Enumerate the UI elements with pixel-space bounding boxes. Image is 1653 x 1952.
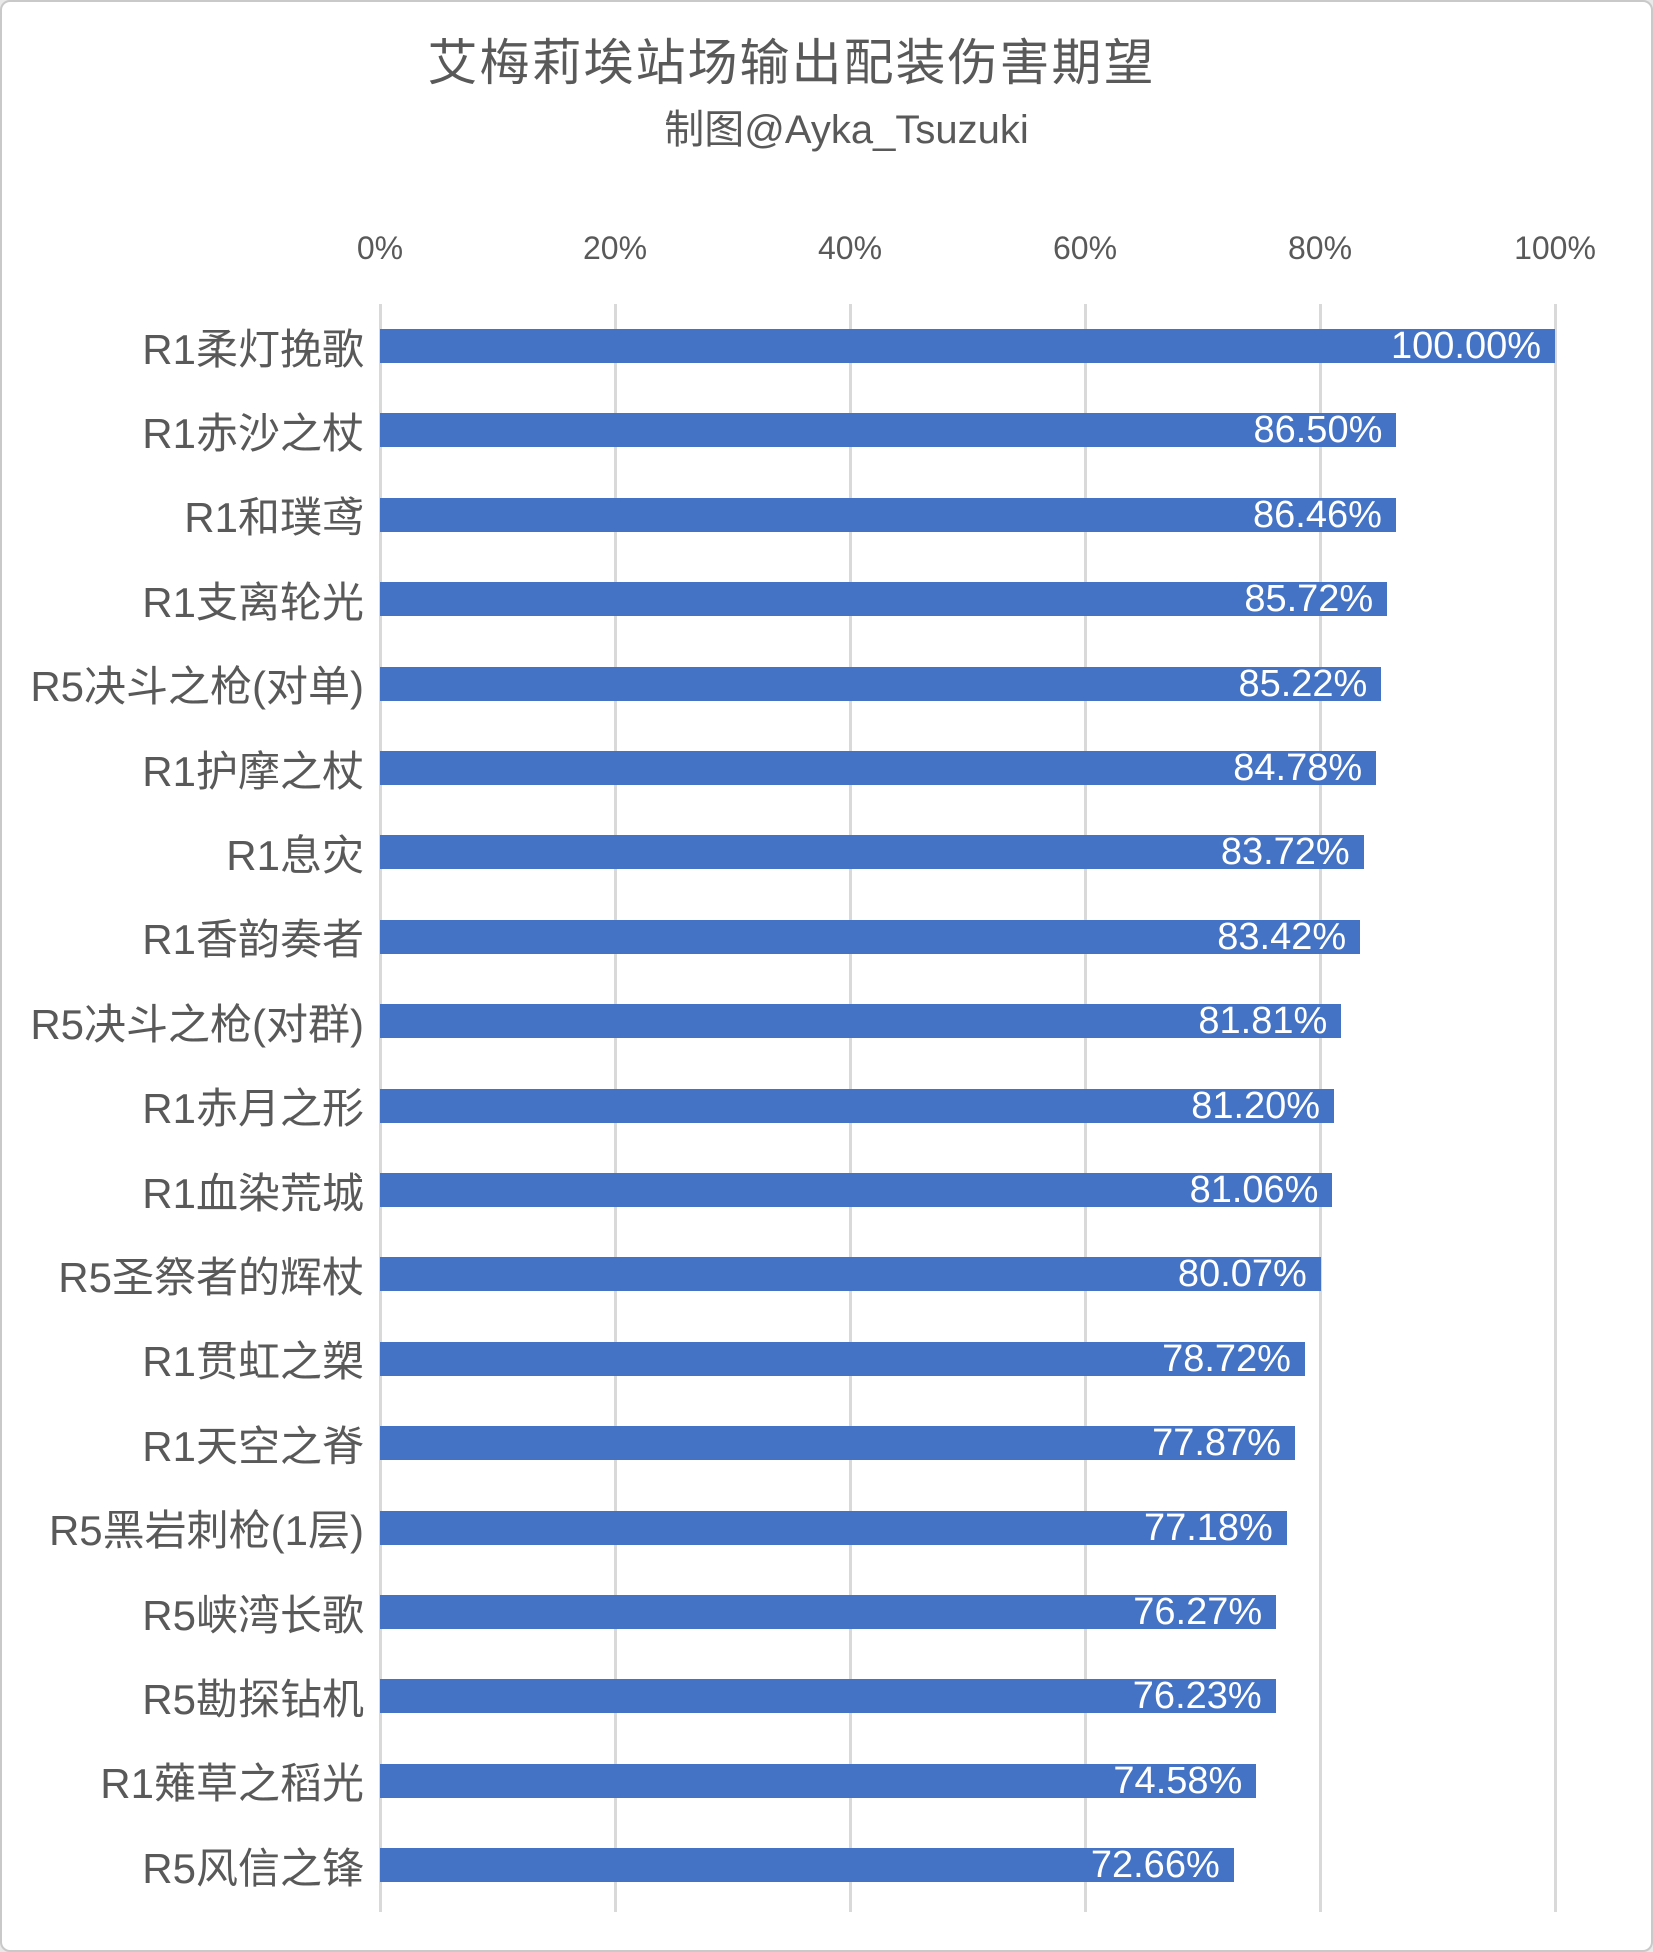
bar: 81.06% (380, 1169, 1333, 1211)
bar: 76.23% (380, 1675, 1276, 1718)
category-label: R5勘探钻机 (142, 1675, 364, 1723)
category-label: R5峡湾长歌 (142, 1591, 364, 1639)
tick-label: 100% (1514, 230, 1596, 266)
tick-label: 80% (1287, 230, 1353, 266)
bar-row: R5勘探钻机 76.23% (2, 1654, 1651, 1738)
bar: 86.50% (380, 409, 1397, 452)
bar-row: R1赤月之形 81.20% (2, 1064, 1651, 1148)
category-label: R5决斗之枪(对群) (30, 1000, 364, 1048)
category-label: R1和璞鸢 (184, 494, 364, 542)
value-label: 76.23% (1132, 1675, 1262, 1718)
tick-label: 40% (817, 230, 883, 266)
bar-row: R1和璞鸢 86.46% (2, 473, 1651, 557)
category-label: R1息灾 (226, 831, 364, 879)
bar: 85.72% (380, 578, 1388, 621)
bar: 76.27% (380, 1591, 1277, 1633)
bar: 77.18% (380, 1506, 1287, 1549)
value-label: 81.81% (1198, 1000, 1328, 1043)
bar-rows-container: R1柔灯挽歌 100.00% R1赤沙之杖 86.50% R1和璞鸢 86.46% R1支离… (2, 304, 1651, 1912)
bar-row: R1血染荒城 81.06% (2, 1148, 1651, 1232)
bar-row: R1柔灯挽歌 100.00% (2, 304, 1651, 388)
category-label: R5黑岩刺枪(1层) (48, 1507, 364, 1555)
category-label: R1护摩之杖 (142, 747, 364, 795)
category-label: R1天空之脊 (142, 1422, 364, 1470)
category-label: R1薙草之稻光 (100, 1760, 364, 1808)
bar-row: R5决斗之枪(对单) 85.22% (2, 642, 1651, 726)
bar-row: R5黑岩刺枪(1层) 77.18% (2, 1486, 1651, 1570)
category-label: R5圣祭者的辉杖 (58, 1253, 364, 1301)
bar: 83.72% (380, 831, 1364, 874)
category-label: R1支离轮光 (142, 578, 364, 626)
bar: 78.72% (380, 1337, 1305, 1380)
value-label: 77.18% (1143, 1506, 1273, 1549)
chart-title: 艾梅莉埃站场输出配装伤害期望 (427, 35, 1156, 91)
bar: 85.22% (380, 662, 1382, 705)
value-label: 84.78% (1233, 747, 1363, 789)
bar-row: R1天空之脊 77.87% (2, 1401, 1651, 1485)
value-label: 72.66% (1090, 1844, 1220, 1887)
value-label: 77.87% (1152, 1422, 1281, 1465)
bar-row: R5峡湾长歌 76.27% (2, 1570, 1651, 1654)
bar-row: R1薙草之稻光 74.58% (2, 1739, 1651, 1823)
bar-row: R1支离轮光 85.72% (2, 557, 1651, 641)
bar: 74.58% (380, 1759, 1257, 1802)
bar: 72.66% (380, 1844, 1234, 1887)
category-label: R5决斗之枪(对单) (30, 663, 364, 711)
value-label: 100.00% (1390, 325, 1541, 367)
category-label: R1柔灯挽歌 (142, 325, 364, 373)
bar: 77.87% (380, 1422, 1295, 1465)
value-label: 86.46% (1253, 493, 1382, 536)
bar-row: R1贯虹之槊 78.72% (2, 1317, 1651, 1401)
tick-label: 0% (356, 230, 404, 266)
value-label: 81.20% (1191, 1084, 1321, 1127)
bar: 80.07% (380, 1253, 1321, 1296)
bar-row: R5圣祭者的辉杖 80.07% (2, 1232, 1651, 1316)
value-label: 78.72% (1162, 1337, 1291, 1380)
value-label: 86.50% (1253, 409, 1383, 452)
value-label: 81.06% (1189, 1169, 1319, 1211)
bar-row: R1护摩之杖 84.78% (2, 726, 1651, 810)
tick-label: 20% (582, 230, 648, 266)
category-label: R1赤沙之杖 (142, 409, 364, 457)
value-label: 76.27% (1133, 1591, 1263, 1633)
x-axis: 0% 20% 40% 60% 80% 100% (357, 230, 1596, 274)
category-label: R1赤月之形 (142, 1085, 364, 1133)
value-label: 85.22% (1238, 662, 1368, 705)
bar: 81.81% (380, 1000, 1342, 1043)
value-label: 83.72% (1220, 831, 1350, 874)
tick-label: 60% (1052, 230, 1118, 266)
value-label: 74.58% (1113, 1759, 1243, 1802)
bar: 84.78% (380, 747, 1377, 789)
category-label: R1香韵奏者 (142, 916, 364, 964)
bar-row: R1香韵奏者 83.42% (2, 895, 1651, 979)
category-label: R1贯虹之槊 (142, 1338, 364, 1386)
bar-row: R5风信之锋 72.66% (2, 1823, 1651, 1907)
value-label: 85.72% (1244, 578, 1374, 621)
bar-row: R5决斗之枪(对群) 81.81% (2, 979, 1651, 1063)
bar: 81.20% (380, 1084, 1335, 1127)
bar: 83.42% (380, 915, 1361, 958)
category-label: R5风信之锋 (142, 1844, 364, 1892)
category-label: R1血染荒城 (142, 1169, 364, 1217)
gridline (1554, 304, 1557, 1912)
bar: 86.46% (380, 493, 1396, 536)
bar-row: R1息灾 83.72% (2, 810, 1651, 894)
bar: 100.00% (380, 325, 1555, 367)
bar-row: R1赤沙之杖 86.50% (2, 388, 1651, 472)
value-label: 83.42% (1217, 915, 1347, 958)
value-label: 80.07% (1177, 1253, 1307, 1296)
chart-subtitle: 制图@Ayka_Tsuzuki (664, 108, 1029, 152)
